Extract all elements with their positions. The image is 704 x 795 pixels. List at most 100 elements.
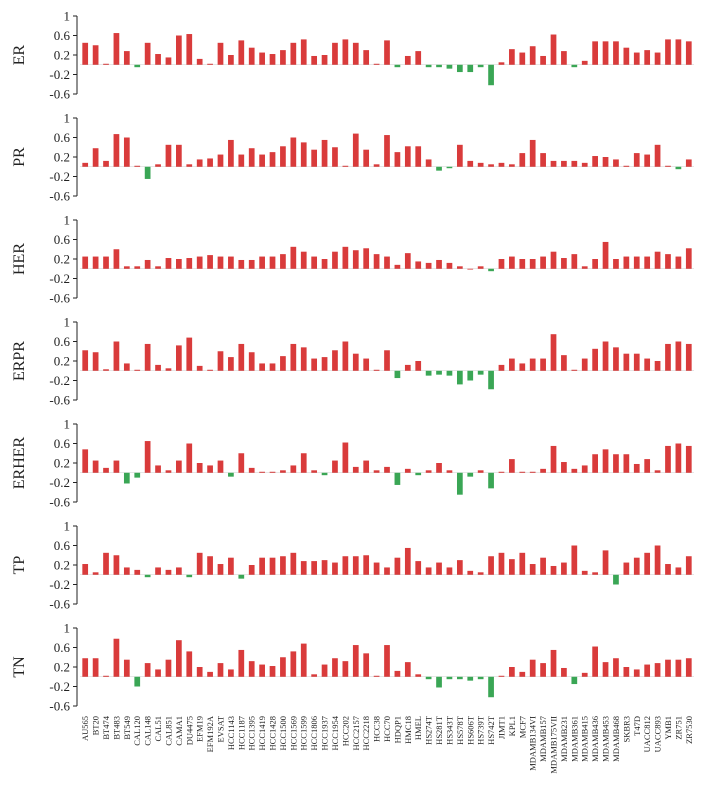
- bar: [665, 39, 671, 65]
- bar: [228, 55, 234, 65]
- x-tick-label: KPL1: [507, 716, 517, 736]
- bar: [123, 137, 130, 167]
- bar: [602, 550, 609, 575]
- bar: [103, 160, 109, 167]
- bar: [186, 443, 193, 473]
- x-tick-label: T47D: [632, 716, 642, 736]
- panel-label: ER: [11, 44, 28, 65]
- bar: [238, 453, 245, 473]
- bar: [123, 51, 130, 65]
- y-tick-label: 0.6: [54, 538, 71, 553]
- x-tick-label: HCC1599: [299, 716, 309, 750]
- bar: [165, 659, 172, 677]
- x-tick-label: MDAMB436: [590, 716, 600, 762]
- bar: [561, 160, 567, 167]
- bar: [103, 467, 109, 473]
- x-tick-label: YMB1: [663, 716, 673, 740]
- bar: [633, 669, 640, 677]
- bar: [155, 266, 161, 269]
- y-tick-label: -0.6: [49, 597, 70, 612]
- bar: [207, 369, 213, 371]
- bar: [238, 40, 245, 65]
- x-tick-label: HS742T: [486, 715, 496, 745]
- x-tick-label: JIMT1: [496, 716, 506, 739]
- bar: [665, 165, 671, 167]
- panel-label: ERPR: [11, 341, 28, 381]
- bar: [415, 361, 422, 371]
- bar: [404, 468, 411, 473]
- x-tick-label: AU565: [80, 716, 90, 741]
- bar: [581, 672, 588, 677]
- bar: [592, 41, 598, 65]
- bar: [113, 249, 120, 269]
- bar: [92, 352, 99, 371]
- x-tick-label: HCC2218: [361, 716, 371, 750]
- bar: [384, 567, 390, 575]
- bar: [196, 58, 203, 65]
- panel-label: HER: [11, 243, 28, 275]
- bar: [581, 358, 588, 371]
- bar: [675, 567, 682, 575]
- bar: [384, 350, 390, 371]
- bar: [613, 259, 619, 269]
- bar: [332, 251, 338, 269]
- bar: [529, 46, 536, 65]
- bar: [259, 664, 265, 677]
- bar: [654, 251, 661, 269]
- bar: [685, 248, 692, 269]
- bar: [269, 666, 276, 677]
- x-tick-label: MDAMB468: [611, 716, 621, 762]
- bar: [415, 674, 422, 677]
- x-tick-label: CAL851: [163, 716, 173, 746]
- bar: [155, 669, 161, 677]
- bar: [592, 646, 598, 677]
- bar: [592, 156, 598, 167]
- bar: [176, 345, 182, 371]
- bar: [103, 552, 109, 575]
- x-tick-label: HCC38: [372, 716, 382, 742]
- x-tick-label: HCC1569: [288, 716, 298, 750]
- bar: [540, 256, 546, 269]
- y-tick-label: 0.2: [54, 150, 70, 165]
- x-tick-label: HCC1395: [247, 716, 257, 750]
- bar: [665, 659, 671, 677]
- bar: [384, 466, 390, 473]
- bar: [207, 63, 213, 65]
- bar: [519, 259, 526, 269]
- bar: [238, 259, 245, 269]
- panel-pr: 1 0.6 0.2 -0.2 -0.6 PR: [11, 111, 694, 204]
- bar: [92, 45, 99, 65]
- bar: [363, 460, 370, 473]
- bar: [82, 449, 89, 473]
- bar: [540, 358, 546, 371]
- bar: [259, 557, 265, 575]
- bar: [311, 55, 318, 65]
- bar: [238, 343, 245, 371]
- bar: [613, 454, 619, 473]
- bar: [477, 162, 484, 167]
- bar: [176, 460, 182, 473]
- bar: [561, 51, 567, 65]
- x-tick-label: HS578T: [455, 715, 465, 745]
- bar: [633, 153, 640, 167]
- x-tick-label: MDAMB415: [580, 716, 590, 762]
- bar: [82, 564, 89, 575]
- bar: [248, 47, 255, 65]
- bar: [155, 364, 161, 371]
- bar: [644, 256, 651, 269]
- bar: [248, 148, 255, 167]
- bar: [477, 370, 484, 375]
- bar: [300, 453, 307, 473]
- bar: [332, 658, 338, 677]
- panel-label: ERHER: [11, 436, 28, 489]
- y-tick-label: -0.2: [49, 271, 70, 286]
- bar: [300, 142, 307, 167]
- bar: [644, 358, 651, 371]
- bar: [488, 164, 494, 167]
- bar: [92, 148, 99, 167]
- bar: [332, 42, 338, 65]
- bar: [134, 676, 141, 687]
- bar: [498, 471, 505, 473]
- y-tick-label: -0.6: [49, 291, 70, 306]
